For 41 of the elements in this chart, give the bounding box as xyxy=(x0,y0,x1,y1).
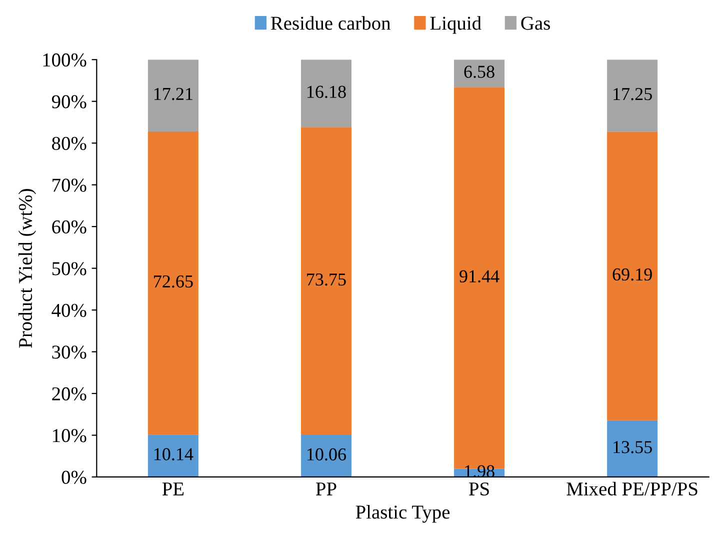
y-tick-label: 10% xyxy=(53,429,86,442)
data-label: 13.55 xyxy=(614,441,652,454)
y-tick-label: 90% xyxy=(52,95,86,108)
bar xyxy=(607,420,658,477)
x-tick-label: PP xyxy=(316,482,336,496)
data-label: 6.58 xyxy=(464,66,494,78)
bar xyxy=(454,60,505,88)
data-label: 73.75 xyxy=(307,273,346,286)
bar xyxy=(607,60,658,132)
data-label: 10.14 xyxy=(154,448,194,460)
bar xyxy=(148,434,198,477)
data-label: 72.65 xyxy=(154,275,193,288)
legend-label: Liquid xyxy=(430,16,482,34)
y-tick-label: 60% xyxy=(52,220,86,234)
data-label: 91.44 xyxy=(460,270,500,282)
data-label: 17.21 xyxy=(154,88,192,100)
y-tick-label: 20% xyxy=(52,387,86,400)
data-label: 16.18 xyxy=(308,86,346,98)
legend-label: Residue carbon xyxy=(270,16,390,30)
y-tick-label: 80% xyxy=(52,136,86,150)
bar xyxy=(148,131,198,435)
data-label: 17.25 xyxy=(614,88,652,100)
y-tick-label: 40% xyxy=(52,304,86,318)
bar xyxy=(300,60,352,128)
y-axis-title: Product Yield (wt%) xyxy=(18,189,36,348)
x-axis-title: Plastic Type xyxy=(356,505,450,523)
bar xyxy=(148,60,198,132)
x-tick-label: PS xyxy=(469,482,489,496)
bar xyxy=(607,132,658,420)
y-tick-label: 50% xyxy=(52,262,86,276)
x-tick-label: Mixed PE/PP/PS xyxy=(566,482,698,496)
y-tick-label: 70% xyxy=(52,178,86,192)
y-tick-label: 30% xyxy=(52,346,86,359)
legend-label: Gas xyxy=(521,16,550,30)
bar xyxy=(300,127,352,435)
data-label: 69.19 xyxy=(612,268,652,281)
data-label: 10.06 xyxy=(308,448,346,461)
y-tick-label: 0% xyxy=(62,470,86,484)
bar xyxy=(300,434,352,477)
y-tick-label: 100% xyxy=(43,53,86,67)
x-tick-label: PE xyxy=(162,482,184,496)
